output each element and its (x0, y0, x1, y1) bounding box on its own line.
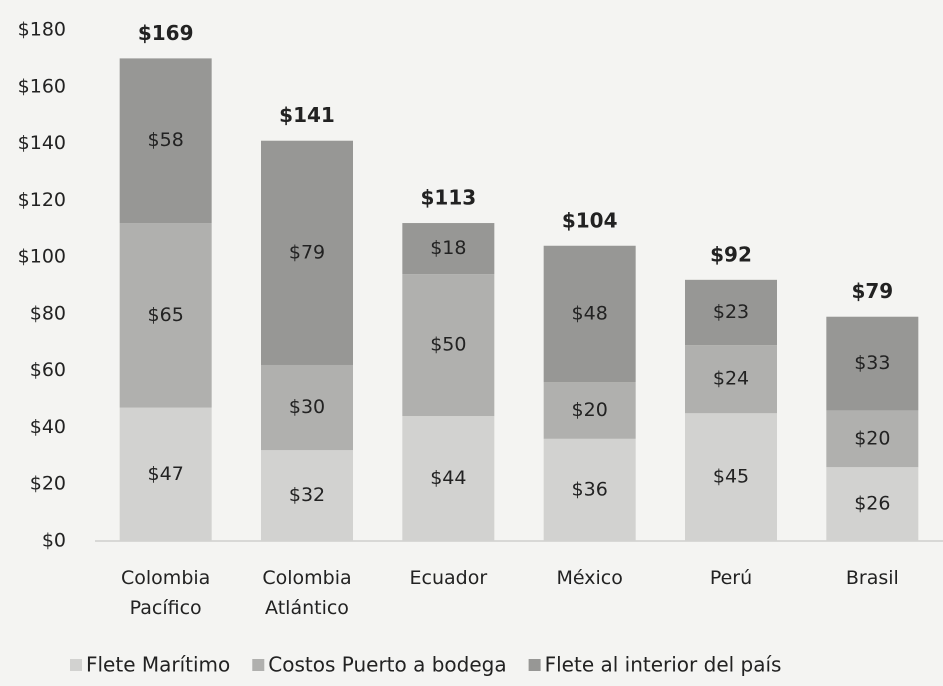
value-label: $50 (430, 334, 466, 356)
total-label: $141 (279, 103, 335, 127)
total-label: $92 (710, 242, 752, 266)
legend-label: Flete al interior del país (545, 653, 782, 677)
value-label: $47 (148, 463, 184, 485)
y-tick-label: $140 (18, 132, 66, 154)
value-label: $18 (430, 237, 466, 259)
value-label: $45 (713, 466, 749, 488)
bar-segment (119, 223, 212, 408)
bar-segment (261, 140, 353, 365)
value-label: $79 (289, 241, 325, 263)
value-label: $26 (854, 493, 890, 515)
bar-segment (685, 345, 777, 414)
bar-segment (543, 438, 636, 541)
value-label: $44 (430, 467, 466, 489)
bar-segment (402, 223, 495, 275)
bar-segment (826, 410, 919, 468)
value-label: $36 (572, 478, 608, 500)
value-label: $32 (289, 484, 325, 506)
x-tick-label: Colombia Atlántico (262, 567, 351, 619)
bar-segment (685, 413, 777, 541)
total-label: $169 (138, 21, 194, 45)
value-label: $23 (713, 301, 749, 323)
y-tick-label: $40 (30, 416, 66, 438)
y-tick-label: $80 (30, 302, 66, 324)
y-tick-label: $20 (30, 473, 66, 495)
bar-segment (685, 279, 777, 346)
total-label: $113 (420, 186, 476, 210)
legend-swatch (528, 659, 541, 671)
y-tick-label: $100 (18, 246, 66, 268)
x-tick-label: Ecuador (410, 567, 488, 589)
total-label: $79 (851, 279, 893, 303)
bar-segment (402, 416, 495, 541)
value-label: $20 (854, 427, 890, 449)
bar-segment (543, 245, 636, 383)
bar-segment (826, 467, 919, 541)
bar-segment (119, 58, 212, 224)
value-label: $65 (148, 304, 184, 326)
value-label: $48 (572, 302, 608, 324)
legend-swatch (252, 659, 265, 671)
value-label: $30 (289, 396, 325, 418)
bar-segment (543, 382, 636, 439)
x-tick-label: Colombia Pacífico (121, 567, 210, 619)
y-tick-label: $0 (42, 530, 66, 552)
bar-segment (119, 407, 212, 541)
legend-swatch (70, 659, 82, 671)
x-tick-label: Perú (710, 567, 752, 589)
x-tick-label: México (556, 567, 622, 589)
value-label: $58 (148, 129, 184, 151)
y-tick-label: $180 (18, 19, 66, 41)
value-label: $20 (572, 399, 608, 421)
y-tick-label: $120 (18, 189, 66, 211)
legend-label: Flete Marítimo (86, 653, 230, 677)
x-tick-label: Brasil (846, 567, 899, 589)
bar-segment (826, 316, 919, 411)
bar-segment (261, 450, 353, 541)
y-tick-label: $160 (18, 75, 66, 97)
legend-label: Costos Puerto a bodega (268, 653, 506, 677)
y-tick-label: $60 (30, 359, 66, 381)
total-label: $104 (562, 208, 618, 232)
value-label: $33 (854, 352, 890, 374)
bar-segment (402, 274, 495, 417)
value-label: $24 (713, 368, 749, 390)
bar-segment (261, 364, 353, 451)
